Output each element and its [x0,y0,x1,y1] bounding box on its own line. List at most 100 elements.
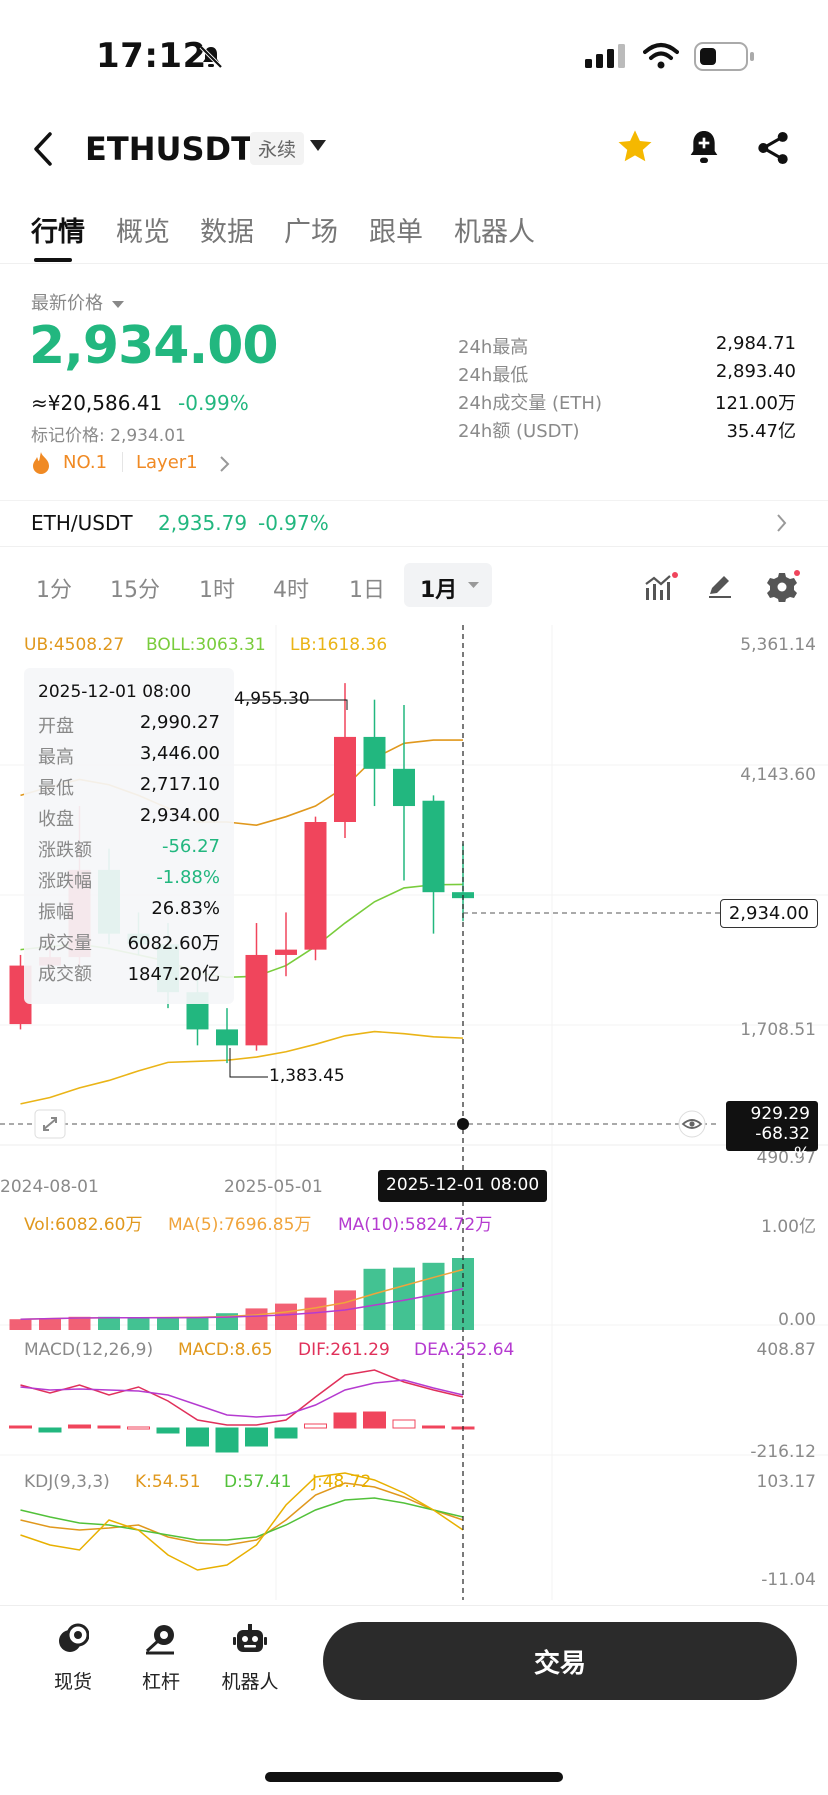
draw-pen-icon[interactable] [706,572,734,600]
chevron-right-icon[interactable] [219,455,231,473]
spot-chevron-icon [777,514,787,532]
star-favorite-icon[interactable] [616,128,654,166]
tooltip-row-value: -56.27 [161,836,220,857]
tooltip-row: 振幅 26.83% [38,898,220,928]
legend-dif: DIF:261.29 [298,1340,390,1360]
macd-histogram-bar [38,1427,62,1433]
cny-price: ≈¥20,586.41 [31,391,163,415]
tooltip-row-label: 涨跌额 [38,840,92,861]
timeframe-1month[interactable]: 1月 [404,563,492,607]
tab-copy-trading[interactable]: 跟单 [369,217,423,248]
timeframe-1h[interactable]: 1时 [199,578,235,603]
tab-data[interactable]: 数据 [200,217,254,248]
spot-pair: ETH/USDT [31,511,133,535]
tab-overview[interactable]: 概览 [116,217,170,248]
low-annotation: 1,383.45 [269,1066,345,1086]
nav-margin-label: 杠杆 [141,1671,180,1693]
spot-change: -0.97% [258,511,329,535]
tooltip-row: 涨跌额 -56.27 [38,836,220,866]
tab-square[interactable]: 广场 [284,217,338,248]
macd-histogram-bar [274,1427,298,1439]
volume-bar [68,1316,91,1330]
share-icon[interactable] [756,130,790,166]
chart-settings-icon[interactable] [766,570,800,602]
tooltip-row-value: 2,934.00 [139,805,220,826]
axis-main-top: 5,361.14 [740,635,816,655]
macd-histogram-bar [127,1426,150,1430]
tooltip-row: 开盘 2,990.27 [38,712,220,742]
tooltip-row-label: 涨跌幅 [38,871,92,892]
expand-icon[interactable] [34,1109,66,1139]
tooltip-row-label: 成交额 [38,964,92,985]
eye-icon[interactable] [676,1110,708,1138]
sector-tag[interactable]: Layer1 [136,452,198,473]
tooltip-row-label: 收盘 [38,809,74,830]
spot-price-row[interactable]: ETH/USDT 2,935.79 -0.97% [0,500,828,544]
volume-bar [98,1316,120,1330]
back-icon[interactable] [30,130,56,168]
kline-chart[interactable]: UB:4508.27 BOLL:3063.31 LB:1618.36 5,361… [0,625,828,1600]
section-tabs: 行情 概览 数据 广场 跟单 机器人 [0,200,828,264]
candle-body [245,954,268,1046]
legend-d: D:57.41 [224,1472,292,1492]
timeframe-1m[interactable]: 1分 [36,578,72,603]
rank-badge[interactable]: NO.1 [63,452,108,473]
tooltip-row-value: 26.83% [151,898,220,919]
legend-lb: LB:1618.36 [290,635,388,655]
timeframe-15m[interactable]: 15分 [110,578,160,603]
legend-boll: BOLL:3063.31 [146,635,266,655]
tooltip-row-value: 2,990.27 [139,712,220,733]
robot-icon [233,1624,267,1652]
nav-spot[interactable]: 现货 [33,1623,113,1694]
tooltip-row-value: 1847.20亿 [127,964,220,985]
symbol-title[interactable]: ETHUSDT [85,130,253,168]
tooltip-row: 最低 2,717.10 [38,774,220,804]
latest-price-dropdown-icon [112,301,125,308]
price-alert-icon[interactable] [688,128,720,166]
timeframe-1d[interactable]: 1日 [349,578,385,603]
legend-j: J:48.72 [312,1472,372,1492]
trade-button[interactable]: 交易 [323,1622,797,1700]
x-label-1: 2024-08-01 [0,1177,99,1197]
change-percent: -0.99% [178,391,249,415]
legend-kdj-name: KDJ(9,3,3) [24,1472,110,1492]
contract-type-badge: 永续 [250,132,305,165]
nav-robot[interactable]: 机器人 [210,1623,290,1694]
tooltip-row: 最高 3,446.00 [38,743,220,773]
axis-kdj-top: 103.17 [756,1472,816,1492]
axis-kdj-bottom: -11.04 [761,1570,816,1590]
tooltip-row-value: 3,446.00 [139,743,220,764]
volume-bar [304,1297,327,1330]
tab-market[interactable]: 行情 [31,217,85,248]
volume-bar [245,1308,268,1330]
macd-histogram-bar [186,1427,209,1447]
x-label-2: 2025-05-01 [224,1177,323,1197]
macd-histogram-bar [9,1425,32,1429]
nav-spot-label: 现货 [53,1671,92,1693]
candle-body [393,768,415,807]
candle-body [304,821,327,950]
timeframe-dropdown-icon [468,582,479,588]
tab-bots[interactable]: 机器人 [454,217,535,248]
tooltip-date: 2025-12-01 08:00 [38,682,192,702]
stat-turnover-label: 24h额 (USDT) [458,421,580,442]
nav-margin[interactable]: 杠杆 [121,1623,201,1694]
macd-histogram-bar [245,1427,268,1447]
stat-high-value: 2,984.71 [715,333,796,354]
latest-price-label[interactable]: 最新价格 [31,289,125,315]
volume-bar [39,1318,61,1330]
candle-body [275,949,297,955]
timeframe-4h[interactable]: 4时 [273,578,309,603]
axis-main-bottom: 490.97 [756,1148,816,1168]
active-tab-indicator [34,258,72,262]
symbol-dropdown-icon[interactable] [310,140,326,152]
axis-macd-bottom: -216.12 [750,1442,816,1462]
macd-histogram-bar [333,1412,357,1429]
tooltip-row-value: -1.88% [156,867,220,888]
last-price: 2,934.00 [29,316,279,376]
indicators-icon[interactable] [644,572,678,602]
divider [0,546,828,547]
candle-body [216,1029,238,1046]
volume-bars [9,1258,474,1330]
legend-vol: Vol:6082.60万 [24,1215,143,1235]
